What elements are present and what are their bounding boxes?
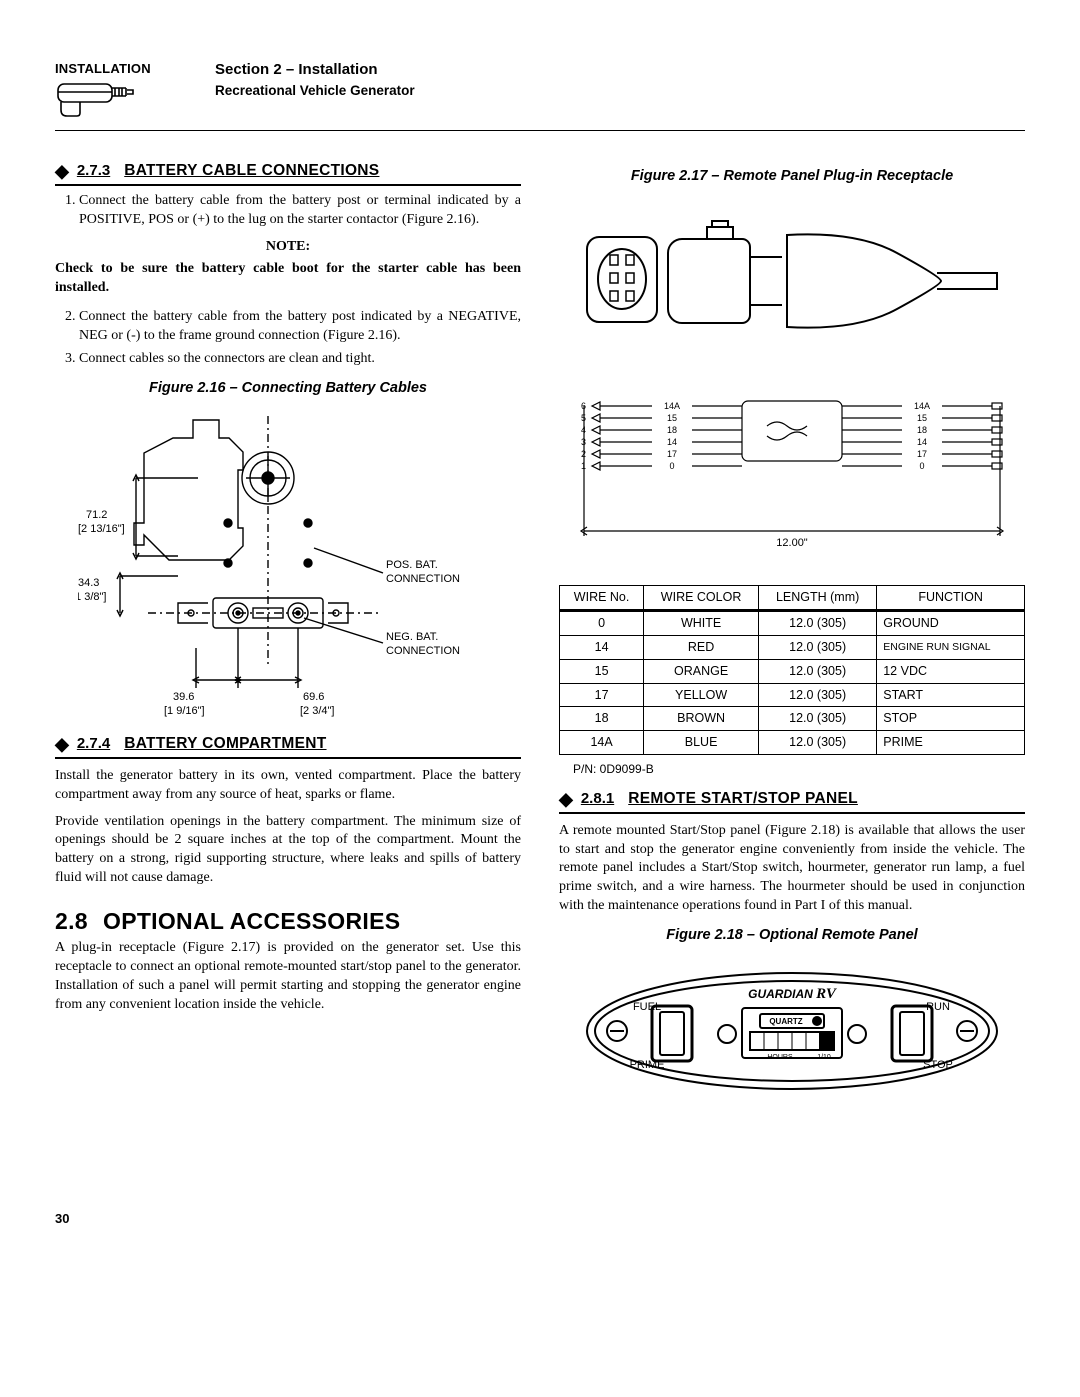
th: WIRE No.: [560, 586, 644, 611]
table-row: 14RED12.0 (305)ENGINE RUN SIGNAL: [560, 635, 1025, 659]
svg-text:15: 15: [667, 413, 677, 423]
part-number: P/N: 0D9099-B: [573, 761, 1025, 777]
fig217-caption: Figure 2.17 – Remote Panel Plug-in Recep…: [559, 167, 1025, 187]
svg-text:71.2: 71.2: [86, 509, 107, 521]
fig217-diagram: [559, 197, 1025, 357]
svg-text:6: 6: [581, 401, 586, 411]
svg-text:14A: 14A: [914, 401, 930, 411]
th: FUNCTION: [877, 586, 1025, 611]
svg-text:POS. BAT.: POS. BAT.: [386, 559, 438, 571]
paragraph: A plug-in receptacle (Figure 2.17) is pr…: [55, 939, 521, 1015]
svg-text:15: 15: [917, 413, 927, 423]
svg-text:12.00": 12.00": [776, 537, 808, 549]
svg-text:CONNECTION: CONNECTION: [386, 645, 460, 657]
right-column: Figure 2.17 – Remote Panel Plug-in Recep…: [559, 149, 1025, 1119]
svg-text:[2 13/16"]: [2 13/16"]: [78, 523, 125, 535]
svg-text:18: 18: [667, 425, 677, 435]
svg-text:0: 0: [669, 461, 674, 471]
th: WIRE COLOR: [644, 586, 759, 611]
product-title: Recreational Vehicle Generator: [215, 82, 1025, 100]
list-item: Connect cables so the connectors are cle…: [79, 350, 521, 369]
header-right: Section 2 – Installation Recreational Ve…: [215, 60, 1025, 100]
svg-text:4: 4: [581, 425, 586, 435]
list-item: Connect the battery cable from the batte…: [79, 192, 521, 230]
svg-text:1/10: 1/10: [817, 1054, 831, 1061]
heading-28: 2.8OPTIONAL ACCESSORIES: [55, 906, 521, 937]
svg-text:14A: 14A: [664, 401, 680, 411]
heading-num: 2.8.1: [581, 789, 614, 809]
table-row: 18BROWN12.0 (305)STOP: [560, 707, 1025, 731]
paragraph: A remote mounted Start/Stop panel (Figur…: [559, 822, 1025, 916]
page-number: 30: [55, 1210, 1025, 1228]
svg-text:17: 17: [667, 449, 677, 459]
drill-icon: [55, 80, 135, 124]
svg-text:39.6: 39.6: [173, 691, 194, 703]
svg-text:[2 3/4"]: [2 3/4"]: [300, 705, 334, 717]
fig218-diagram: GUARDIAN RV FUEL PRIME RUN STOP QUARTZ H…: [559, 956, 1025, 1106]
svg-text:[1 3/8"]: [1 3/8"]: [78, 591, 106, 603]
svg-text:1: 1: [581, 461, 586, 471]
heading-txt: BATTERY COMPARTMENT: [124, 734, 326, 755]
svg-text:STOP: STOP: [923, 1059, 953, 1071]
svg-text:3: 3: [581, 437, 586, 447]
header-left: INSTALLATION: [55, 60, 215, 128]
heading-274: ◆ 2.7.4 BATTERY COMPARTMENT: [55, 732, 521, 758]
heading-num: 2.7.3: [77, 161, 110, 181]
table-row: 17YELLOW12.0 (305)START: [560, 683, 1025, 707]
heading-273: ◆ 2.7.3 BATTERY CABLE CONNECTIONS: [55, 159, 521, 185]
svg-text:RUN: RUN: [926, 1001, 950, 1013]
wire-table: WIRE No. WIRE COLOR LENGTH (mm) FUNCTION…: [559, 585, 1025, 755]
paragraph: Provide ventilation openings in the batt…: [55, 813, 521, 889]
svg-text:QUARTZ: QUARTZ: [769, 1017, 802, 1026]
fig216-caption: Figure 2.16 – Connecting Battery Cables: [55, 379, 521, 399]
svg-text:0: 0: [919, 461, 924, 471]
svg-text:14: 14: [667, 437, 677, 447]
heading-txt: BATTERY CABLE CONNECTIONS: [124, 161, 379, 182]
fig218-caption: Figure 2.18 – Optional Remote Panel: [559, 926, 1025, 946]
diamond-icon: ◆: [55, 732, 69, 756]
table-row: 0WHITE12.0 (305)GROUND: [560, 610, 1025, 635]
svg-text:CONNECTION: CONNECTION: [386, 573, 460, 585]
svg-text:[1 9/16"]: [1 9/16"]: [164, 705, 205, 717]
diamond-icon: ◆: [559, 787, 573, 811]
diamond-icon: ◆: [55, 159, 69, 183]
paragraph: Install the generator battery in its own…: [55, 767, 521, 805]
svg-text:2: 2: [581, 449, 586, 459]
svg-text:5: 5: [581, 413, 586, 423]
heading-281: ◆ 2.8.1 REMOTE START/STOP PANEL: [559, 787, 1025, 813]
fig216-diagram: 71.2 [2 13/16"] 34.3 [1 3/8"] 39.6 [1 9/…: [55, 408, 521, 718]
note-body: Check to be sure the battery cable boot …: [55, 260, 521, 298]
th: LENGTH (mm): [759, 586, 877, 611]
svg-text:PRIME: PRIME: [630, 1059, 665, 1071]
heading-num: 2.8: [55, 906, 103, 937]
heading-txt: REMOTE START/STOP PANEL: [628, 789, 858, 810]
svg-text:HOURS: HOURS: [767, 1054, 793, 1061]
note-label: NOTE:: [55, 238, 521, 257]
page-header: INSTALLATION Section 2 – Installation Re…: [55, 60, 1025, 131]
svg-text:17: 17: [917, 449, 927, 459]
fig217-wiremap: 6 14A 14A 5 15 15 4 18 18 3 14 14 2 17 17 1 0 0 12.00": [559, 371, 1025, 571]
list-item: Connect the battery cable from the batte…: [79, 308, 521, 346]
left-column: ◆ 2.7.3 BATTERY CABLE CONNECTIONS Connec…: [55, 149, 521, 1119]
svg-text:GUARDIAN RV: GUARDIAN RV: [748, 986, 838, 1002]
svg-text:14: 14: [917, 437, 927, 447]
svg-text:NEG. BAT.: NEG. BAT.: [386, 631, 438, 643]
section-title: Section 2 – Installation: [215, 60, 1025, 80]
heading-num: 2.7.4: [77, 734, 110, 754]
svg-text:18: 18: [917, 425, 927, 435]
table-row: 15ORANGE12.0 (305)12 VDC: [560, 659, 1025, 683]
svg-text:FUEL: FUEL: [633, 1001, 661, 1013]
table-row: 14ABLUE12.0 (305)PRIME: [560, 731, 1025, 755]
installation-tab-label: INSTALLATION: [55, 60, 215, 78]
svg-text:69.6: 69.6: [303, 691, 324, 703]
svg-text:34.3: 34.3: [78, 577, 99, 589]
heading-txt: OPTIONAL ACCESSORIES: [103, 908, 400, 934]
